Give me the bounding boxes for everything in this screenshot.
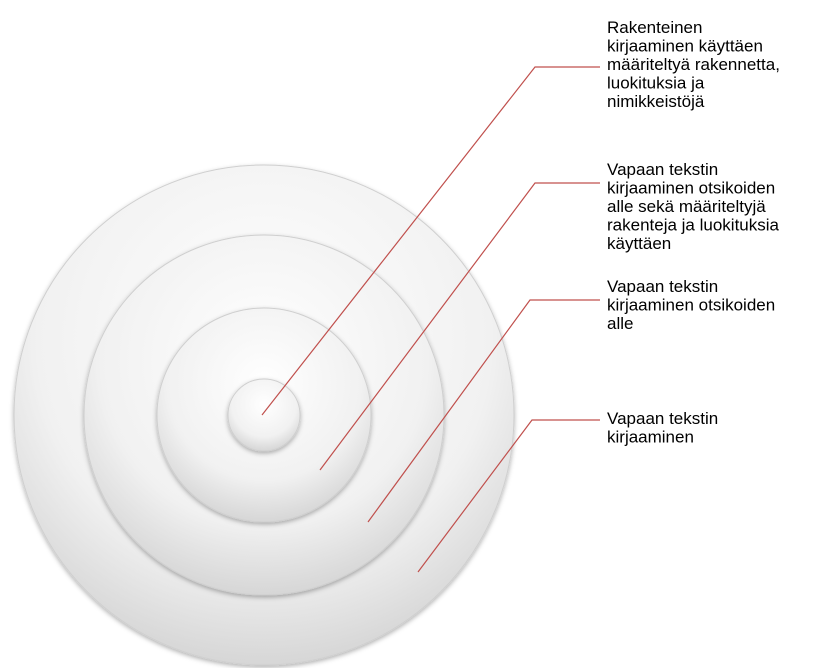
label-line: määriteltyä rakennetta, xyxy=(607,55,780,74)
label-line: nimikkeistöjä xyxy=(607,92,705,111)
label-line: Vapaan tekstin xyxy=(607,409,718,428)
label-line: käyttäen xyxy=(607,234,671,253)
label-line: kirjaaminen käyttäen xyxy=(607,37,763,56)
label-line: kirjaaminen xyxy=(607,428,694,447)
label-line: luokituksia ja xyxy=(607,74,705,93)
leaders xyxy=(261,66,600,573)
ring-center xyxy=(227,378,301,452)
label-line: alle sekä määriteltyjä xyxy=(607,197,766,216)
leader-line xyxy=(319,182,600,471)
label-line: Vapaan tekstin xyxy=(607,160,718,179)
label-line: kirjaaminen otsikoiden xyxy=(607,179,775,198)
leader-line xyxy=(367,299,600,523)
leader-line xyxy=(417,419,600,573)
label-line: Rakenteinen xyxy=(607,18,702,37)
label-line: kirjaaminen otsikoiden xyxy=(607,296,775,315)
label-line: rakenteja ja luokituksia xyxy=(607,216,780,235)
rings xyxy=(13,164,515,666)
label-line: Vapaan tekstin xyxy=(607,277,718,296)
label-line: alle xyxy=(607,314,633,333)
leader-line xyxy=(261,66,600,416)
